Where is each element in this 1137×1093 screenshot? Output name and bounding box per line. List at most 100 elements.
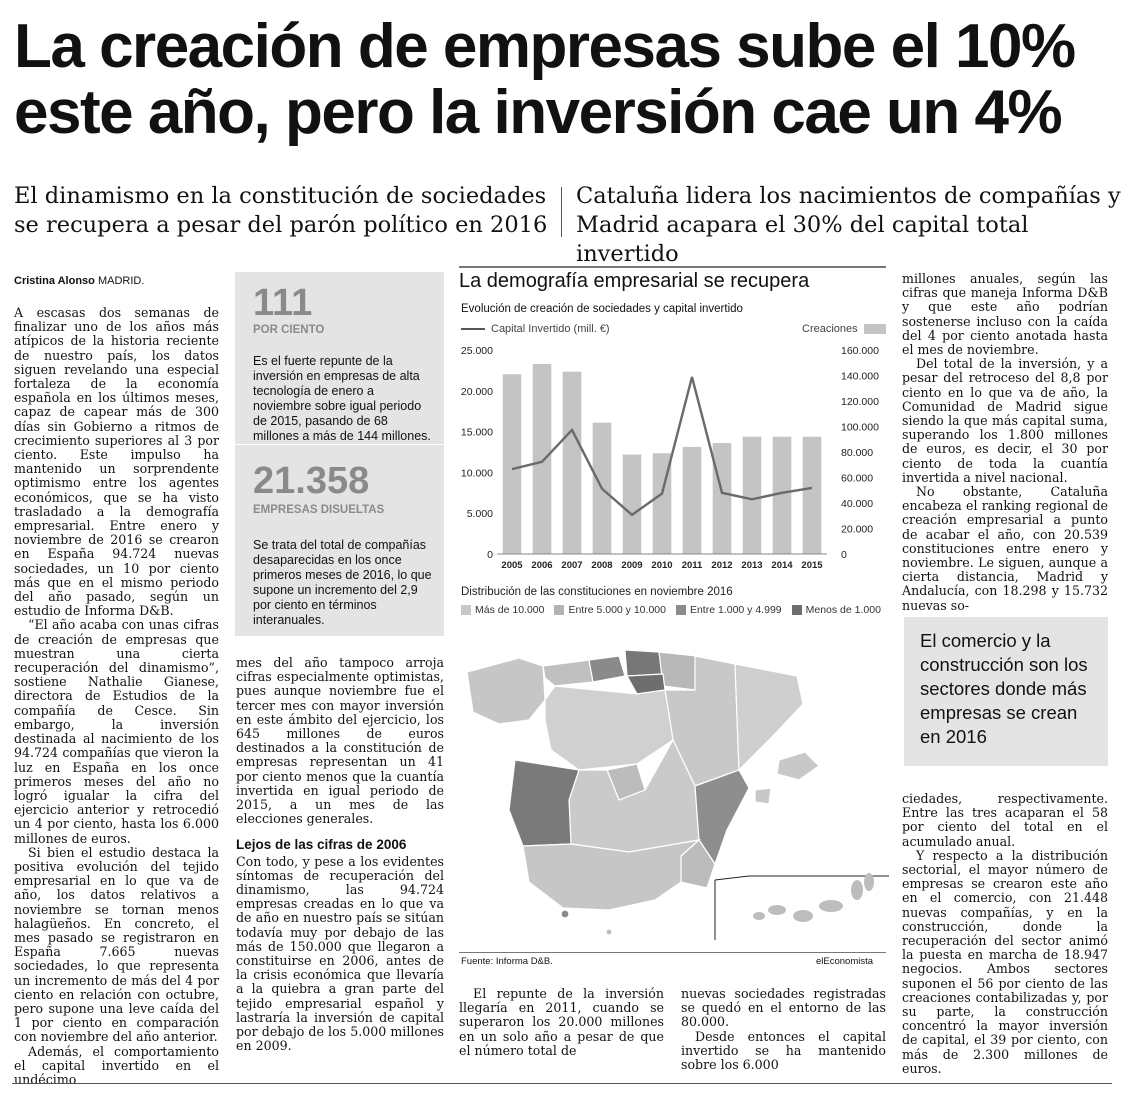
deck-right: Cataluña lidera los nacimientos de compa…: [576, 182, 1126, 269]
right-axis-tick-label: 0: [841, 549, 847, 561]
paragraph: “El año acaba con unas cifras de creació…: [14, 617, 219, 846]
x-axis-tick-label: 2013: [741, 560, 762, 571]
byline-place: MADRID.: [97, 275, 145, 287]
byline: Cristina Alonso MADRID.: [14, 275, 144, 287]
canarias-inset-frame: [714, 875, 889, 881]
graphic-source: Fuente: Informa D&B.: [461, 956, 553, 967]
legend-swatch-icon: [554, 605, 565, 616]
graphic-title: La demografía empresarial se recupera: [459, 270, 810, 292]
pull-quote: El comercio y la construcción son los se…: [920, 630, 1088, 747]
legend-line: Capital Invertido (mill. €): [461, 323, 610, 335]
right-axis-tick-label: 140.000: [841, 371, 879, 383]
region-cataluna: [734, 663, 804, 772]
x-axis-tick-label: 2015: [801, 560, 823, 571]
deck-right-line-2: Madrid acapara el 30% del capital total …: [576, 212, 1029, 267]
stat1-text: Es el fuerte repunte de la inversión en …: [253, 354, 431, 443]
bar-creaciones: [682, 446, 702, 554]
right-axis-tick-label: 60.000: [841, 473, 873, 485]
paragraph: A escasas dos semanas de finalizar uno d…: [14, 305, 219, 619]
paragraph: Si bien el estudio destaca la positiva e…: [14, 844, 219, 1045]
bar-creaciones: [742, 436, 762, 554]
deck-divider: [561, 187, 562, 237]
right-axis-tick-label: 40.000: [841, 498, 873, 510]
line-swatch-icon: [461, 328, 485, 331]
combo-chart: 0 5.000 10.000 15.000 20.000 25.000 0 20.000 40.…: [461, 345, 879, 571]
paragraph: mes del año tampoco arroja cifras especi…: [236, 655, 444, 827]
deck-left-line-2: se recupera a pesar del parón político e…: [14, 212, 548, 238]
region-baleares: [754, 751, 820, 805]
legend-line-label: Capital Invertido (mill. €): [491, 323, 610, 335]
headline-line-2: este año, pero la inversión cae un 4%: [14, 78, 1063, 147]
bar-swatch-icon: [863, 324, 886, 335]
stats-sidebar: 111 POR CIENTO Es el fuerte repunte de l…: [235, 272, 444, 636]
graphic-credit: elEconomista: [816, 956, 874, 967]
legend-bar-label: Creaciones: [802, 323, 858, 335]
graphic-top-rule: [459, 266, 886, 268]
paragraph: Además, el comportamiento el capital inv…: [14, 1043, 219, 1087]
article-column-4: nuevas sociedades registradas se quedó e…: [681, 986, 886, 1073]
right-axis-tick-label: 160.000: [841, 345, 879, 357]
stat2-text: Se trata del total de compañías desapare…: [253, 538, 432, 627]
region-ceuta: [560, 909, 570, 919]
x-axis-tick-label: 2012: [711, 560, 732, 571]
region-pais-vasco: [624, 649, 664, 677]
deck-right-line-1: Cataluña lidera los nacimientos de compa…: [576, 183, 1121, 209]
region-galicia: [466, 657, 546, 725]
deck-left-line-1: El dinamismo en la constitución de socie…: [14, 183, 547, 209]
region-castilla-leon: [544, 685, 674, 771]
region-canarias: [753, 873, 874, 922]
article-column-2: mes del año tampoco arroja cifras especi…: [236, 655, 444, 1053]
left-axis-tick-label: 5.000: [467, 508, 493, 520]
legend-swatch-icon: [791, 605, 802, 616]
article-column-5: millones anuales, según las cifras que m…: [902, 271, 1108, 613]
map-legend-label: Menos de 1.000: [805, 604, 881, 616]
legend-swatch-icon: [675, 605, 686, 616]
x-axis-tick-label: 2014: [771, 560, 793, 571]
paragraph: Desde entonces el capital invertido se h…: [681, 1028, 886, 1073]
right-axis-tick-label: 20.000: [841, 524, 873, 536]
legend-bar: Creaciones: [802, 323, 886, 335]
line-capital-invertido: [511, 376, 813, 517]
map-legend: Más de 10.000 Entre 5.000 y 10.000 Entre 1…: [461, 604, 891, 616]
x-axis-tick-label: 2005: [501, 560, 523, 571]
map-title: Distribución de las constituciones en no…: [461, 586, 733, 598]
legend-swatch-icon: [461, 605, 471, 616]
stat2-label: EMPRESAS DISUELTAS: [253, 504, 385, 516]
map-legend-item: Entre 5.000 y 10.000: [554, 604, 666, 616]
left-axis-tick-label: 20.000: [461, 386, 493, 398]
x-axis-tick-label: 2010: [651, 560, 672, 571]
left-axis-tick-label: 25.000: [461, 345, 493, 357]
x-axis-tick-label: 2009: [621, 560, 642, 571]
article-column-3: El repunte de la inversión llegaría en 2…: [459, 986, 664, 1058]
bar-creaciones: [772, 436, 792, 554]
byline-author: Cristina Alonso: [14, 275, 95, 287]
region-andalucia: [522, 839, 701, 911]
paragraph: nuevas sociedades registradas se quedó e…: [681, 986, 886, 1030]
right-axis-tick-label: 120.000: [841, 396, 879, 408]
paragraph: Del total de la inversión, y a pesar del…: [902, 356, 1108, 485]
paragraph: El repunte de la inversión llegaría en 2…: [459, 986, 664, 1058]
bar-creaciones: [622, 454, 642, 554]
stat2-value: 21.358: [253, 460, 370, 502]
map-legend-item: Entre 1.000 y 4.999: [675, 604, 782, 616]
headline-line-1: La creación de empresas sube el 10%: [14, 12, 1076, 81]
paragraph: Y respecto a la distribución sectorial, …: [902, 847, 1108, 1076]
bar-creaciones: [562, 371, 582, 554]
x-axis-tick-label: 2011: [682, 560, 703, 571]
map-legend-label: Entre 5.000 y 10.000: [568, 604, 666, 616]
left-axis-tick-label: 0: [487, 549, 493, 561]
x-axis-tick-label: 2008: [591, 560, 612, 571]
map-legend-item: Menos de 1.000: [791, 604, 881, 616]
sidebar-divider: [235, 444, 444, 445]
stat1-label: POR CIENTO: [253, 324, 325, 336]
x-axis-tick-label: 2006: [531, 560, 552, 571]
left-axis-tick-label: 15.000: [461, 427, 493, 439]
page-bottom-rule: [12, 1083, 1112, 1084]
region-cantabria: [588, 655, 626, 683]
bar-creaciones: [532, 364, 552, 554]
left-axis-tick-label: 10.000: [461, 467, 493, 479]
pull-quote-box: El comercio y la construcción son los se…: [904, 617, 1108, 766]
right-axis-tick-label: 80.000: [841, 447, 873, 459]
stat1-value: 111: [253, 282, 313, 324]
bar-creaciones: [502, 374, 522, 554]
